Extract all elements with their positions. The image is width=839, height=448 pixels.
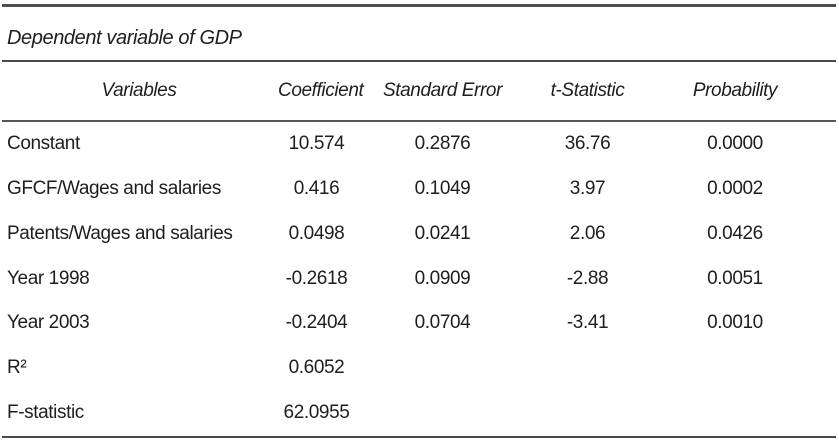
table-row: GFCF/Wages and salaries 0.416 0.1049 3.9… bbox=[0, 167, 825, 212]
cell-probability: 0.0010 bbox=[707, 312, 763, 334]
cell-coefficient: 0.6052 bbox=[288, 356, 345, 378]
table-row: F-statistic 62.0955 bbox=[0, 390, 825, 435]
caption-divider-rule bbox=[2, 60, 836, 62]
cell-variable: Patents/Wages and salaries bbox=[7, 222, 233, 244]
cell-coefficient: -0.2404 bbox=[285, 312, 348, 334]
cell-variable: Year 2003 bbox=[7, 312, 90, 334]
table-row: Patents/Wages and salaries 0.0498 0.0241… bbox=[0, 211, 825, 256]
cell-t-statistic: -2.88 bbox=[566, 267, 609, 289]
cell-probability: 0.0002 bbox=[707, 178, 763, 200]
cell-standard-error: 0.0909 bbox=[414, 267, 471, 289]
column-header-variables: Variables bbox=[101, 80, 177, 101]
cell-variable: GFCF/Wages and salaries bbox=[7, 178, 221, 200]
cell-variable: F-statistic bbox=[7, 401, 84, 423]
cell-variable: Constant bbox=[7, 133, 80, 155]
column-header-probability: Probability bbox=[692, 80, 778, 101]
column-header-coefficient: Coefficient bbox=[278, 80, 364, 101]
cell-probability: 0.0000 bbox=[707, 133, 763, 155]
cell-standard-error: 0.1049 bbox=[414, 178, 471, 200]
table-row: Constant 10.574 0.2876 36.76 0.0000 bbox=[0, 122, 825, 167]
cell-standard-error: 0.0704 bbox=[414, 312, 471, 334]
cell-coefficient: 0.416 bbox=[293, 178, 340, 200]
header-divider-rule bbox=[2, 120, 836, 122]
cell-t-statistic: 36.76 bbox=[564, 133, 611, 155]
cell-probability: 0.0426 bbox=[707, 222, 763, 244]
cell-coefficient: 10.574 bbox=[288, 133, 345, 155]
cell-t-statistic: -3.41 bbox=[566, 312, 609, 334]
cell-coefficient: 62.0955 bbox=[283, 401, 350, 423]
column-header-standard-error: Standard Error bbox=[382, 80, 502, 101]
cell-variable: R² bbox=[7, 356, 27, 378]
cell-t-statistic: 2.06 bbox=[569, 222, 606, 244]
table-body: Constant 10.574 0.2876 36.76 0.0000 GFCF… bbox=[0, 122, 825, 435]
table-header-row: Variables Coefficient Standard Error t-S… bbox=[0, 62, 825, 120]
column-header-t-statistic: t-Statistic bbox=[550, 80, 625, 101]
table-row: R² 0.6052 bbox=[0, 346, 825, 391]
cell-coefficient: 0.0498 bbox=[288, 222, 345, 244]
cell-standard-error: 0.2876 bbox=[414, 133, 471, 155]
cell-standard-error: 0.0241 bbox=[414, 222, 471, 244]
top-rule bbox=[2, 4, 836, 7]
table-row: Year 2003 -0.2404 0.0704 -3.41 0.0010 bbox=[0, 301, 825, 346]
table-caption: Dependent variable of GDP bbox=[7, 27, 242, 49]
cell-probability: 0.0051 bbox=[707, 267, 763, 289]
cell-coefficient: -0.2618 bbox=[285, 267, 348, 289]
cell-variable: Year 1998 bbox=[7, 267, 90, 289]
table-row: Year 1998 -0.2618 0.0909 -2.88 0.0051 bbox=[0, 256, 825, 301]
bottom-rule bbox=[2, 436, 836, 438]
cell-t-statistic: 3.97 bbox=[569, 178, 606, 200]
